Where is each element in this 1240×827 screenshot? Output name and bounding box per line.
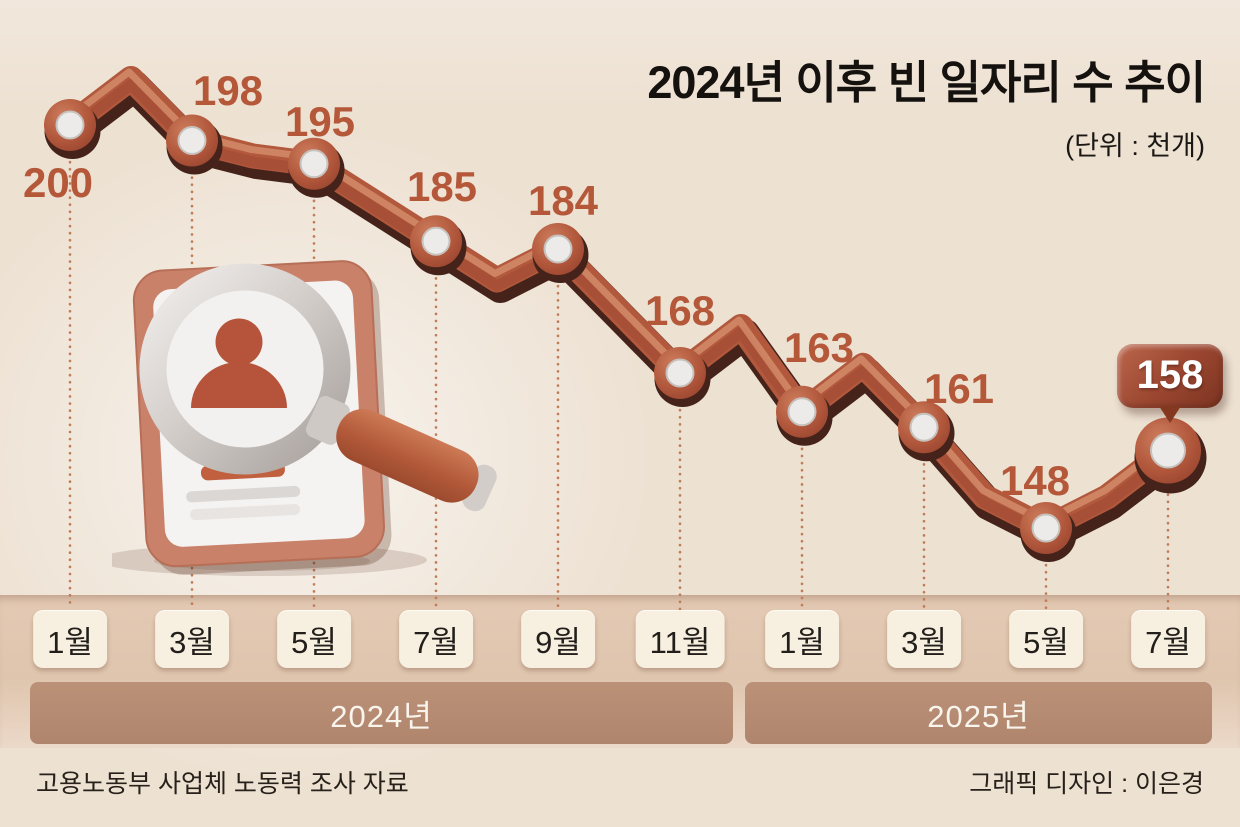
data-point-center bbox=[55, 110, 85, 140]
value-label: 148 bbox=[999, 457, 1071, 504]
unit-label: (단위 : 천개) bbox=[1065, 131, 1205, 161]
data-point-center bbox=[177, 126, 207, 155]
value-label: 198 bbox=[192, 66, 264, 114]
value-label: 163 bbox=[783, 323, 855, 371]
month-chip-3: 7월 bbox=[399, 610, 473, 668]
credit-note: 그래픽 디자인 : 이은경 bbox=[969, 770, 1204, 798]
value-label: 200 bbox=[22, 159, 94, 206]
month-chip-1: 3월 bbox=[155, 610, 229, 668]
month-chip-7: 3월 bbox=[887, 610, 961, 668]
data-point-center bbox=[543, 234, 573, 264]
value-label: 195 bbox=[284, 97, 356, 145]
callout-last-value: 158 bbox=[1117, 343, 1223, 423]
month-chip-0: 1월 bbox=[33, 610, 107, 668]
month-chip-9: 7월 bbox=[1131, 610, 1205, 668]
data-point-center bbox=[1031, 513, 1061, 543]
header: 2024년 이후 빈 일자리 수 추이 (단위 : 천개) bbox=[647, 46, 1206, 163]
month-chip-6: 1월 bbox=[765, 610, 839, 668]
month-chip-4: 9월 bbox=[521, 610, 595, 668]
source-note: 고용노동부 사업체 노동력 조사 자료 bbox=[36, 770, 409, 798]
chart-title: 2024년 이후 빈 일자리 수 추이 bbox=[647, 57, 1206, 108]
month-chip-5: 11월 bbox=[635, 610, 725, 668]
month-chip-8: 5월 bbox=[1009, 610, 1083, 668]
value-label: 185 bbox=[406, 163, 478, 211]
value-label: 161 bbox=[923, 365, 995, 413]
data-point-center bbox=[299, 149, 329, 179]
data-point-center bbox=[909, 412, 939, 442]
data-point-center bbox=[1150, 432, 1186, 469]
data-point-center bbox=[665, 358, 695, 388]
year-band-2024: 2024년 bbox=[30, 682, 733, 744]
month-chip-2: 5월 bbox=[277, 610, 351, 668]
data-point-center bbox=[787, 397, 817, 427]
magnifier-card-illustration bbox=[112, 260, 497, 576]
value-label: 168 bbox=[644, 287, 716, 334]
value-label: 184 bbox=[527, 177, 599, 224]
year-band-2025: 2025년 bbox=[745, 682, 1212, 744]
